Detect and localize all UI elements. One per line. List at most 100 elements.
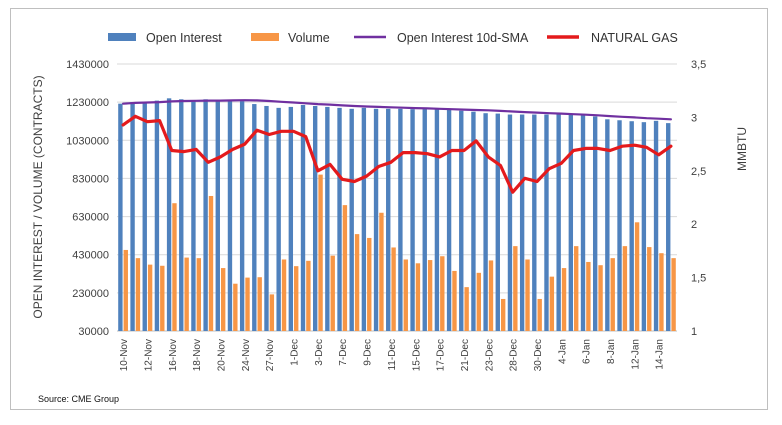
open-interest-bar <box>239 101 245 331</box>
volume-bar <box>634 222 640 331</box>
open-interest-bar <box>398 108 403 331</box>
open-interest-bar <box>142 101 147 332</box>
open-interest-bar <box>568 114 574 332</box>
open-interest-bar <box>666 123 671 331</box>
x-tick-label: 20-Nov <box>216 339 227 371</box>
volume-bar <box>281 259 287 331</box>
y2-tick-label: 3,5 <box>691 59 706 71</box>
volume-bar <box>160 265 165 331</box>
volume-bar <box>476 272 482 331</box>
open-interest-bar <box>166 98 172 331</box>
volume-bar <box>440 256 445 331</box>
open-interest-bar <box>215 99 220 331</box>
x-tick-label: 7-Dec <box>338 339 349 366</box>
open-interest-bar <box>349 108 354 331</box>
y-tick-label: 630000 <box>72 212 109 224</box>
x-tick-label: 4-Jan <box>557 339 568 364</box>
open-interest-bar <box>519 114 525 332</box>
volume-bar <box>257 277 262 331</box>
volume-bar <box>135 258 141 331</box>
open-interest-bar <box>653 120 659 331</box>
volume-bar <box>537 298 542 331</box>
y2-tick-label: 2 <box>691 219 697 231</box>
volume-bar <box>354 234 360 331</box>
open-interest-bar <box>532 114 537 332</box>
volume-bar <box>561 268 567 331</box>
open-interest-bar <box>446 109 452 332</box>
volume-bar <box>415 263 421 331</box>
y-tick-label: 1030000 <box>66 135 109 147</box>
open-interest-bar <box>312 105 318 331</box>
y-tick-label: 1230000 <box>66 97 109 109</box>
volume-bar <box>610 258 615 331</box>
volume-bar <box>464 287 469 331</box>
x-tick-label: 3-Dec <box>314 339 325 366</box>
y2-tick-label: 1 <box>691 326 697 338</box>
open-interest-bar <box>252 104 257 331</box>
open-interest-bar <box>544 114 549 332</box>
open-interest-bar <box>191 100 196 331</box>
open-interest-bar <box>629 121 634 331</box>
x-tick-label: 16-Nov <box>168 339 179 371</box>
volume-bar <box>647 247 652 331</box>
legend-label: Volume <box>288 31 330 45</box>
volume-bar <box>233 283 238 331</box>
x-tick-label: 8-Jan <box>606 339 617 364</box>
chart-frame: 30000 230000 430000 630000 830000 1030000 1230… <box>10 8 768 410</box>
y2-axis-title: MMBTU <box>735 127 749 171</box>
x-tick-label: 14-Jan <box>655 339 666 370</box>
x-tick-label: 12-Jan <box>630 339 641 370</box>
volume-bar <box>427 260 433 331</box>
open-interest-bar <box>592 116 598 331</box>
x-tick-label: 27-Nov <box>265 339 276 371</box>
volume-bar <box>184 257 189 331</box>
open-interest-bar <box>264 105 269 331</box>
open-interest-bar <box>130 102 135 332</box>
open-interest-bar <box>434 109 440 332</box>
x-tick-label: 28-Dec <box>509 339 520 371</box>
open-interest-bar <box>556 113 561 331</box>
volume-bar <box>549 276 555 331</box>
open-interest-bar <box>276 107 281 331</box>
legend-swatch <box>108 33 136 41</box>
open-interest-bar <box>118 103 123 331</box>
volume-bar <box>500 298 506 331</box>
open-interest-bar <box>361 107 367 331</box>
legend-label: Open Interest <box>146 31 222 45</box>
volume-bar <box>391 247 396 331</box>
volume-bar <box>452 270 457 331</box>
x-tick-label: 10-Nov <box>119 339 130 371</box>
x-tick-label: 11-Dec <box>387 339 398 371</box>
legend-swatch <box>251 33 279 41</box>
volume-bar <box>342 205 348 331</box>
legend-label: Open Interest 10d-SMA <box>397 31 529 45</box>
volume-bar <box>574 246 579 331</box>
volume-bar <box>586 261 591 331</box>
y2-tick-label: 1,5 <box>691 273 706 285</box>
open-interest-bar <box>580 115 586 331</box>
open-interest-bar <box>422 109 427 332</box>
open-interest-bar <box>179 99 184 332</box>
y2-tick-label: 2,5 <box>691 166 706 178</box>
open-interest-bar <box>203 99 208 332</box>
volume-bar <box>196 258 202 331</box>
volume-bar <box>172 203 177 331</box>
volume-bar <box>318 174 323 331</box>
open-interest-bar <box>325 106 330 332</box>
volume-bar <box>659 253 664 331</box>
open-interest-bar <box>617 120 622 331</box>
volume-bar <box>208 195 214 331</box>
volume-bar <box>488 260 494 331</box>
open-interest-bar <box>495 113 500 331</box>
x-tick-label: 17-Dec <box>436 339 447 371</box>
volume-bar <box>379 212 384 331</box>
open-interest-bar <box>507 114 513 332</box>
source-note: Source: CME Group <box>38 394 120 404</box>
open-interest-bar <box>605 119 610 331</box>
open-interest-bar <box>459 110 464 331</box>
x-tick-label: 6-Jan <box>582 339 593 364</box>
volume-bar <box>367 237 372 331</box>
open-interest-bar <box>386 108 391 331</box>
y-tick-label: 230000 <box>72 288 109 300</box>
volume-bar <box>671 258 676 331</box>
